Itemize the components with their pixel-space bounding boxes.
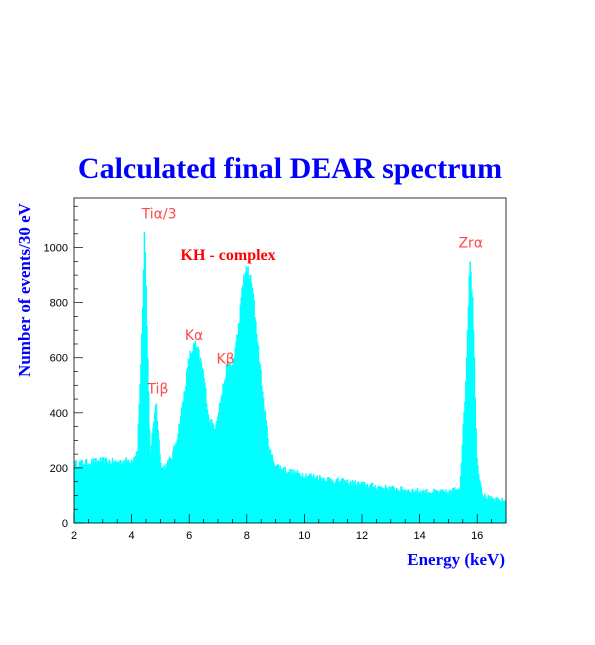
y-tick-label: 0 bbox=[62, 518, 68, 530]
y-tick-label: 1000 bbox=[44, 243, 68, 255]
peak-label: Tiβ bbox=[146, 382, 168, 398]
x-tick-label: 14 bbox=[413, 530, 425, 542]
x-tick-label: 6 bbox=[186, 530, 192, 542]
y-axis-label: Number of events/30 eV bbox=[15, 202, 34, 377]
y-tick-label: 400 bbox=[50, 408, 68, 420]
peak-label: Tiα/3 bbox=[141, 207, 177, 223]
x-tick-label: 16 bbox=[471, 530, 483, 542]
x-tick-label: 12 bbox=[356, 530, 368, 542]
peak-label: Kα bbox=[185, 328, 203, 344]
plot-area: 2 4 6 8 10 12 14 16 0 200 400 600 800 1000 Tiα/3 Tiβ Kα K… bbox=[44, 197, 507, 542]
spectrum-area bbox=[73, 231, 507, 524]
x-tick-label: 8 bbox=[244, 530, 250, 542]
y-tick-label: 600 bbox=[50, 353, 68, 365]
x-tick-label: 2 bbox=[71, 530, 77, 542]
peak-label: Zrα bbox=[458, 236, 483, 252]
kh-complex-label: KH - complex bbox=[181, 247, 276, 264]
y-tick-label: 800 bbox=[50, 298, 68, 310]
chart-title: Calculated final DEAR spectrum bbox=[78, 152, 502, 185]
peak-label: Kβ bbox=[217, 351, 235, 367]
x-tick-label: 10 bbox=[298, 530, 310, 542]
x-tick-label: 4 bbox=[129, 530, 135, 542]
y-tick-label: 200 bbox=[50, 463, 68, 475]
x-axis-label: Energy (keV) bbox=[407, 550, 505, 569]
